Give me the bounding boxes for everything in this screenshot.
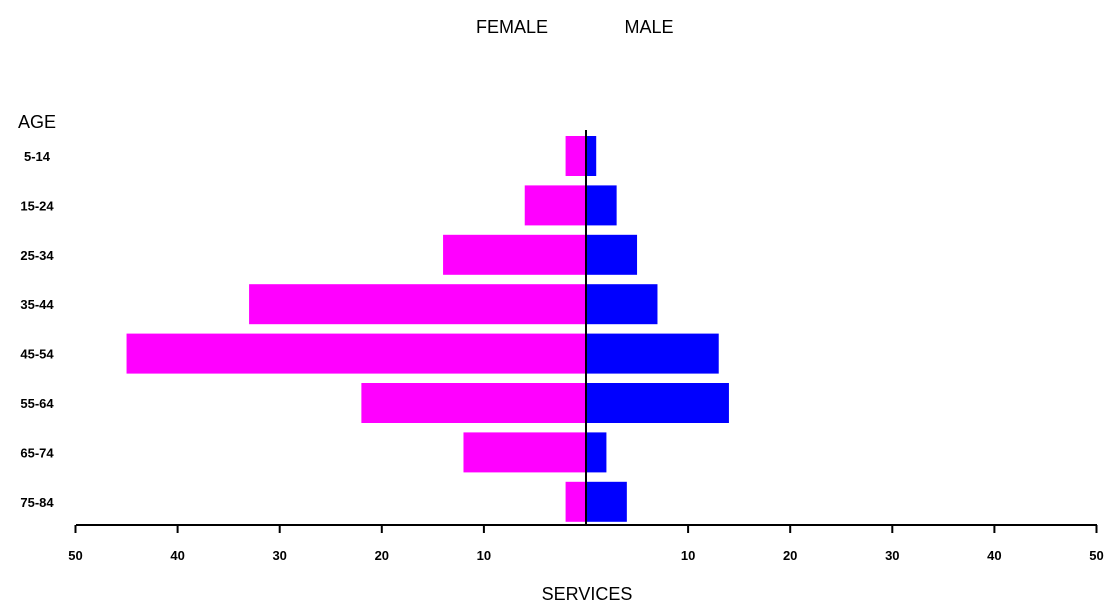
category-label: 75-84 (20, 495, 54, 510)
female-bar (443, 235, 586, 275)
category-label: 55-64 (20, 396, 54, 411)
bars-group (127, 136, 729, 522)
category-label: 65-74 (20, 445, 54, 460)
male-bar (586, 185, 617, 225)
right-header: MALE (624, 17, 673, 37)
female-bar (127, 334, 586, 374)
x-tick-label: 20 (375, 548, 389, 563)
female-bar (525, 185, 586, 225)
x-ticks-group: 50 40 30 20 10 10 20 30 40 50 (68, 525, 1103, 563)
male-bar (586, 136, 596, 176)
x-tick-label: 10 (681, 548, 695, 563)
x-tick-label: 20 (783, 548, 797, 563)
male-bar (586, 432, 606, 472)
category-label: 15-24 (20, 198, 54, 213)
category-label: 35-44 (20, 297, 54, 312)
left-header: FEMALE (476, 17, 548, 37)
female-bar (361, 383, 586, 423)
x-axis-label: SERVICES (542, 584, 633, 601)
x-tick-label: 40 (170, 548, 184, 563)
female-bar (566, 136, 586, 176)
category-labels-group: 5-14 15-24 25-34 35-44 45-54 55-64 65-74 75-84 (20, 149, 54, 510)
x-tick-label: 50 (1089, 548, 1103, 563)
x-tick-label: 40 (987, 548, 1001, 563)
y-axis-label: AGE (18, 112, 56, 132)
category-label: 45-54 (20, 347, 54, 362)
category-label: 5-14 (24, 149, 51, 164)
female-bar (463, 432, 586, 472)
male-bar (586, 482, 627, 522)
female-bar (566, 482, 586, 522)
male-bar (586, 235, 637, 275)
category-label: 25-34 (20, 248, 54, 263)
x-tick-label: 50 (68, 548, 82, 563)
x-tick-label: 30 (272, 548, 286, 563)
male-bar (586, 383, 729, 423)
x-tick-label: 30 (885, 548, 899, 563)
x-tick-label: 10 (477, 548, 491, 563)
male-bar (586, 334, 719, 374)
female-bar (249, 284, 586, 324)
male-bar (586, 284, 657, 324)
